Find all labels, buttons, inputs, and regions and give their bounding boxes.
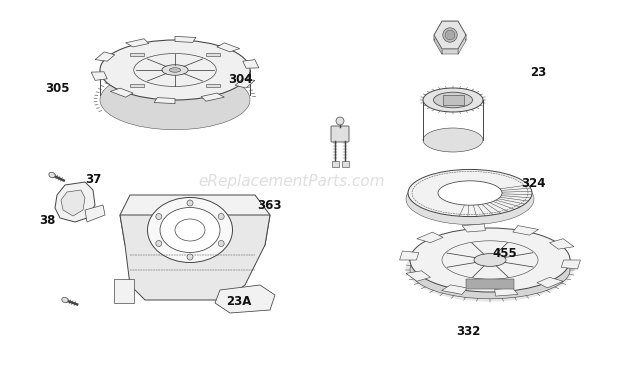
Polygon shape [406, 271, 430, 281]
Polygon shape [120, 195, 270, 265]
Polygon shape [217, 43, 240, 52]
Polygon shape [110, 88, 133, 97]
Polygon shape [154, 98, 175, 104]
Text: 324: 324 [521, 176, 546, 190]
Polygon shape [417, 232, 443, 243]
Ellipse shape [423, 88, 483, 112]
Polygon shape [561, 260, 580, 269]
Polygon shape [549, 239, 574, 249]
Polygon shape [55, 182, 95, 222]
Circle shape [187, 254, 193, 260]
FancyBboxPatch shape [206, 84, 220, 87]
Polygon shape [120, 215, 270, 300]
Ellipse shape [62, 297, 68, 303]
Ellipse shape [169, 68, 180, 72]
Ellipse shape [162, 65, 188, 75]
Ellipse shape [148, 198, 232, 262]
Polygon shape [513, 226, 538, 235]
Circle shape [156, 240, 162, 246]
Circle shape [187, 200, 193, 206]
Text: 363: 363 [257, 199, 282, 212]
Ellipse shape [49, 172, 55, 178]
FancyBboxPatch shape [331, 126, 349, 142]
FancyBboxPatch shape [130, 53, 144, 56]
Polygon shape [202, 93, 224, 101]
FancyBboxPatch shape [443, 95, 464, 105]
Polygon shape [537, 277, 563, 288]
Text: 305: 305 [45, 81, 70, 95]
Polygon shape [458, 21, 466, 41]
Polygon shape [442, 21, 458, 27]
Text: 37: 37 [86, 173, 102, 186]
Polygon shape [175, 36, 196, 43]
Text: 332: 332 [456, 324, 480, 338]
Ellipse shape [408, 169, 532, 216]
FancyBboxPatch shape [130, 84, 144, 87]
Text: 38: 38 [39, 213, 55, 227]
FancyBboxPatch shape [332, 161, 339, 167]
Polygon shape [126, 39, 149, 47]
Circle shape [443, 28, 457, 42]
Ellipse shape [410, 228, 570, 292]
Polygon shape [215, 285, 275, 313]
Text: 304: 304 [228, 73, 253, 86]
Ellipse shape [160, 208, 220, 252]
Ellipse shape [100, 40, 250, 100]
Polygon shape [462, 224, 485, 232]
Ellipse shape [100, 70, 250, 130]
Text: 23: 23 [530, 65, 546, 79]
Polygon shape [442, 49, 458, 54]
Ellipse shape [423, 128, 483, 152]
FancyBboxPatch shape [206, 53, 220, 56]
Polygon shape [61, 190, 85, 216]
Polygon shape [85, 205, 105, 222]
FancyBboxPatch shape [342, 161, 348, 167]
Polygon shape [434, 35, 442, 54]
Polygon shape [91, 72, 107, 80]
Polygon shape [458, 35, 466, 54]
Polygon shape [434, 21, 442, 41]
Text: 23A: 23A [226, 295, 252, 308]
Polygon shape [441, 285, 467, 295]
Polygon shape [495, 288, 518, 296]
Circle shape [218, 240, 224, 246]
Polygon shape [434, 21, 466, 49]
Ellipse shape [410, 241, 570, 299]
Circle shape [336, 117, 344, 125]
Circle shape [445, 30, 455, 40]
Circle shape [156, 213, 162, 219]
Ellipse shape [433, 92, 472, 108]
Polygon shape [243, 60, 259, 68]
FancyBboxPatch shape [466, 279, 514, 289]
Polygon shape [400, 251, 419, 260]
Ellipse shape [438, 181, 502, 205]
Circle shape [218, 213, 224, 219]
FancyBboxPatch shape [114, 279, 134, 303]
Text: 455: 455 [493, 247, 518, 260]
Ellipse shape [406, 235, 574, 302]
Ellipse shape [406, 174, 534, 225]
Polygon shape [235, 79, 255, 88]
Polygon shape [95, 52, 115, 61]
Text: eReplacementParts.com: eReplacementParts.com [198, 174, 385, 189]
Ellipse shape [474, 253, 506, 266]
